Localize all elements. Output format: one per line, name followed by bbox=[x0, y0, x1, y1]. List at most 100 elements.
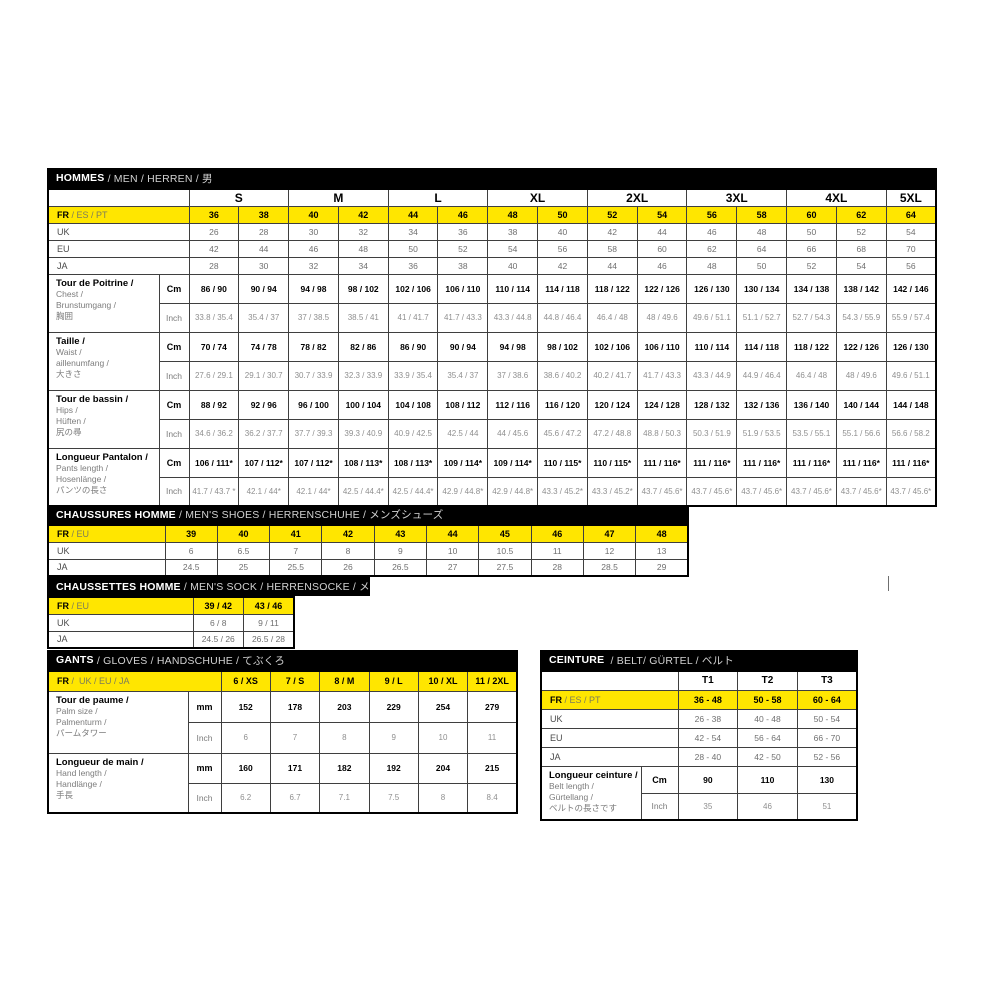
measure-inch-cell: 43.7 / 45.6* bbox=[835, 476, 887, 507]
section-title: CHAUSSETTES HOMME bbox=[56, 580, 181, 593]
measure-label-line: Chest / bbox=[56, 288, 83, 299]
measure-label-line: Waist / bbox=[56, 346, 82, 357]
measure-inch-cell: 48 / 49.6 bbox=[835, 360, 887, 391]
measure-metric-cell: 106 / 110 bbox=[636, 331, 688, 362]
conversion-cell: 54 bbox=[487, 239, 539, 258]
measure-metric-cell: 104 / 108 bbox=[387, 389, 439, 420]
glove-size-cell: 7 / S bbox=[269, 670, 321, 692]
conversion-cell: 50 bbox=[736, 256, 788, 275]
glove-size-cell: 8 / M bbox=[319, 670, 370, 692]
conversion-cell: 30 bbox=[238, 256, 290, 275]
fr-size-cell: 39 / 42 bbox=[192, 596, 244, 615]
measure-inch-cell: 32.3 / 33.9 bbox=[337, 360, 389, 391]
conversion-row: EU 42 44 46 48 50 52 54 56 58 60 62 64 66 68 70 bbox=[47, 239, 937, 258]
fr-size-cell: 50 - 58 bbox=[737, 689, 798, 710]
conversion-cell: 42 - 54 bbox=[677, 727, 739, 748]
fr-size-cell: 40 bbox=[288, 205, 339, 224]
conversion-cell: 52 bbox=[437, 239, 489, 258]
belt-section-header: CEINTURE / BELT/ GÜRTEL / ベルト bbox=[540, 650, 858, 670]
fr-size-cell: 44 bbox=[425, 524, 480, 543]
conversion-cell: 25.5 bbox=[269, 558, 323, 577]
size-group-label: 4XL bbox=[786, 188, 887, 207]
fr-size-cell: 43 bbox=[373, 524, 427, 543]
measure-label-line: aillenumfang / bbox=[56, 357, 109, 368]
measure-metric-cell: 118 / 122 bbox=[586, 273, 638, 304]
measure-metric-cell: 98 / 102 bbox=[537, 331, 588, 362]
conversion-cell: 36 bbox=[387, 256, 439, 275]
measure-inch-cell: 41.7 / 43.3 bbox=[437, 302, 489, 333]
measure-metric-cell: 229 bbox=[368, 690, 419, 723]
size-group-label: L bbox=[387, 188, 489, 207]
conversion-cell: 28 bbox=[238, 222, 290, 241]
conversion-cell: 9 / 11 bbox=[243, 613, 295, 632]
section-title: CEINTURE bbox=[549, 654, 605, 666]
measure-label-line: パンツの長さ bbox=[56, 484, 108, 495]
fr-sizes-row: FR / EU 39 40 41 42 43 44 45 46 47 48 bbox=[47, 524, 689, 543]
measure-metric-cell: 126 / 130 bbox=[686, 273, 738, 304]
size-group-label: XL bbox=[487, 188, 588, 207]
measure-inch-cell: 6.7 bbox=[269, 782, 321, 814]
measure-row-inch: Inch 34.6 / 36.2 36.2 / 37.7 37.7 / 39.3 39.… bbox=[48, 418, 937, 449]
conversion-cell: 40 bbox=[537, 222, 588, 241]
measure-label: Longueur de main / Hand length / Handlänge… bbox=[47, 752, 189, 814]
measure-label: Tour de paume / Palm size / Palmenturm / パー… bbox=[47, 690, 189, 754]
unit-metric-label: mm bbox=[187, 690, 222, 723]
conversion-cell: 34 bbox=[387, 222, 439, 241]
unit-inch-label: Inch bbox=[187, 782, 222, 814]
unit-metric-label: mm bbox=[187, 752, 222, 784]
measure-inch-cell: 46.4 / 48 bbox=[786, 360, 837, 391]
glove-size-cell: 9 / L bbox=[368, 670, 419, 692]
conversion-cell: 50 - 54 bbox=[796, 708, 858, 729]
measure-metric-cell: 92 / 96 bbox=[238, 389, 290, 420]
measure-metric-cell: 130 bbox=[796, 765, 858, 794]
conversion-cell: 34 bbox=[337, 256, 389, 275]
measure-label-line: 胸囲 bbox=[56, 310, 74, 321]
conversion-cell: 68 bbox=[835, 239, 887, 258]
section-subtitle: / MEN / HERREN / 男 bbox=[104, 172, 213, 185]
measure-inch-cell: 8 bbox=[417, 782, 469, 814]
conversion-cell: 66 bbox=[786, 239, 837, 258]
measure-label-line: 尻の尋 bbox=[56, 426, 82, 437]
conversion-cell: 48 bbox=[337, 239, 389, 258]
measure-inch-cell: 7.5 bbox=[368, 782, 419, 814]
fr-size-cell: 52 bbox=[586, 205, 638, 224]
gloves-section-header: GANTS / GLOVES / HANDSCHUHE / てぶくろ bbox=[47, 650, 518, 670]
measure-inch-cell: 43.3 / 44.9 bbox=[686, 360, 738, 391]
measure-metric-cell: 90 / 94 bbox=[238, 273, 290, 304]
measure-metric-cell: 90 / 94 bbox=[437, 331, 489, 362]
measure-inch-cell: 41.7 / 43.3 bbox=[636, 360, 688, 391]
conversion-cell: 54 bbox=[885, 222, 937, 241]
section-subtitle: / GLOVES / HANDSCHUHE / てぶくろ bbox=[93, 654, 286, 667]
empty-corner-cell bbox=[47, 188, 190, 207]
measure-metric-cell: 116 / 120 bbox=[537, 389, 588, 420]
fr-row-label: FR / ES / PT bbox=[540, 689, 679, 710]
fr-size-cell: 36 bbox=[188, 205, 240, 224]
measure-row-inch: Inch 33.8 / 35.4 35.4 / 37 37 / 38.5 38.5 / … bbox=[48, 302, 937, 333]
measure-metric-cell: 70 / 74 bbox=[188, 331, 240, 362]
fr-row-label: FR / UK / EU / JA bbox=[47, 670, 222, 692]
conversion-row: UK 6 6.5 7 8 9 10 10.5 11 12 13 bbox=[47, 541, 689, 560]
conversion-cell: 25 bbox=[216, 558, 271, 577]
conversion-cell: 60 bbox=[636, 239, 688, 258]
conversion-cell: 32 bbox=[337, 222, 389, 241]
conversion-cell: 9 bbox=[373, 541, 427, 560]
fr-row-label: FR / ES / PT bbox=[47, 205, 190, 224]
measure-metric-cell: 128 / 132 bbox=[686, 389, 738, 420]
measure-label-line: Palmenturm / bbox=[56, 716, 107, 727]
unit-metric-label: Cm bbox=[158, 389, 190, 420]
measure-metric-cell: 192 bbox=[368, 752, 419, 784]
measure-row-inch: Inch 41.7 / 43.7 * 42.1 / 44* 42.1 / 44* 42.… bbox=[48, 476, 937, 507]
fr-size-cell: 42 bbox=[321, 524, 375, 543]
measure-metric-cell: 122 / 126 bbox=[835, 331, 887, 362]
fr-size-cell: 46 bbox=[437, 205, 489, 224]
conversion-cell: 44 bbox=[238, 239, 290, 258]
measure-inch-cell: 43.3 / 45.2* bbox=[537, 476, 588, 507]
measure-inch-cell: 41 / 41.7 bbox=[387, 302, 439, 333]
measure-inch-cell: 41.7 / 43.7 * bbox=[188, 476, 240, 507]
conversion-cell: 46 bbox=[288, 239, 339, 258]
measure-inch-cell: 42.1 / 44* bbox=[288, 476, 339, 507]
conversion-cell: 46 bbox=[686, 222, 738, 241]
measure-metric-cell: 152 bbox=[220, 690, 271, 723]
measure-metric-cell: 138 / 142 bbox=[835, 273, 887, 304]
